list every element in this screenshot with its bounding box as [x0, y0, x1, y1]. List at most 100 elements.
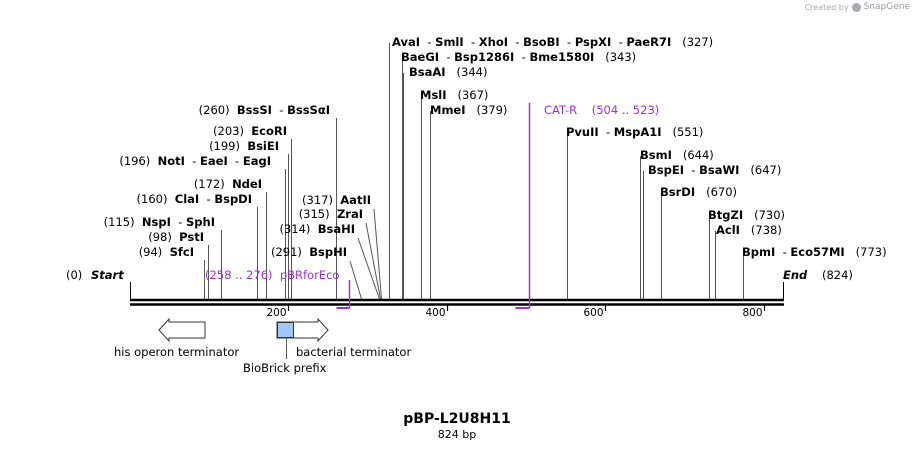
- enzyme-eaei: EaeI: [200, 154, 228, 168]
- site-label-ecori: (203) EcoRI: [213, 124, 287, 138]
- enzyme-sphi: SphI: [186, 215, 215, 229]
- site-label-sfci: (94) SfcI: [139, 245, 194, 259]
- start-label: Start: [91, 268, 124, 282]
- site-position: (379): [476, 103, 507, 117]
- plasmid-length: 824 bp: [438, 428, 476, 441]
- enzyme-psti: PstI: [179, 230, 204, 244]
- plasmid-name: pBP-L2U8H11: [403, 411, 511, 427]
- enzyme-eco57mi: Eco57MI: [790, 245, 844, 259]
- credit-brand: SnapGene: [863, 2, 910, 12]
- enzyme-bsrdi: BsrDI: [660, 185, 695, 199]
- enzyme-bsiei: BsiEI: [247, 139, 279, 153]
- features: his operon terminator bacterial terminato…: [114, 317, 411, 375]
- site-position: (670): [706, 185, 737, 199]
- site-lines: [204, 43, 744, 300]
- site-label-clai: (160) ClaI - BspDI: [137, 192, 252, 206]
- site-label-pvuii: PvuII - MspA1I (551): [566, 125, 703, 139]
- enzyme-eagi: EagI: [243, 154, 271, 168]
- site-label-bsphi: (291) BspHI: [271, 245, 347, 259]
- end-label: End: [783, 268, 808, 282]
- primers: CAT-R (504 .. 523) (258 .. 276) pBRforEco: [205, 103, 659, 309]
- site-position: (551): [672, 125, 703, 139]
- cut-line-zrai: [365, 222, 381, 300]
- site-position: (203): [213, 124, 244, 138]
- site-position: (343): [605, 50, 636, 64]
- site-label-bsmi: BsmI (644): [640, 148, 714, 162]
- feature-label-his-operon-terminator: his operon terminator: [114, 345, 239, 359]
- site-position: (317): [302, 193, 333, 207]
- enzyme-ecori: EcoRI: [251, 124, 287, 138]
- site-position: (730): [754, 208, 785, 222]
- site-position: (160): [137, 192, 168, 206]
- site-label-msli: MslI (367): [420, 88, 488, 102]
- end-labels: (0) Start End (824): [66, 268, 853, 282]
- enzyme-acli: AclI: [716, 223, 740, 237]
- dna-backbone: [130, 282, 784, 306]
- primer-label-cat-r: CAT-R (504 .. 523): [544, 103, 659, 117]
- feature-label-bacterial-terminator: bacterial terminator: [296, 345, 411, 359]
- cut-line-bsphi: [349, 260, 362, 300]
- enzyme-nspi: NspI: [142, 215, 171, 229]
- site-position: (647): [750, 163, 781, 177]
- start-pos: (0): [66, 268, 82, 282]
- end-pos: (824): [822, 268, 853, 282]
- enzyme-bsss-i: BssSαI: [287, 103, 330, 117]
- site-label-psti: (98) PstI: [148, 230, 204, 244]
- site-position: (199): [209, 139, 240, 153]
- enzyme-baegi: BaeGI: [401, 50, 439, 64]
- plasmid-title-block: pBP-L2U8H11 824 bp: [403, 411, 511, 441]
- site-label-nspi: (115) NspI - SphI: [104, 215, 215, 229]
- enzyme-pspxi: PspXI: [575, 35, 611, 49]
- site-position: (172): [194, 177, 225, 191]
- site-position: (315): [299, 207, 330, 221]
- enzyme-xhoi: XhoI: [479, 35, 508, 49]
- enzyme-mspa1i: MspA1I: [614, 125, 662, 139]
- ruler-ticks: 200 400 600 800: [266, 305, 766, 319]
- site-position: (196): [119, 154, 150, 168]
- site-label-aatii: (317) AatII: [302, 193, 371, 207]
- enzyme-zrai: ZraI: [337, 207, 363, 221]
- feature-box-biobrick-prefix: [277, 322, 294, 338]
- site-label-bspei: BspEI - BsaWI (647): [648, 163, 781, 177]
- enzyme-aatii: AatII: [340, 193, 371, 207]
- enzyme-paer7i: PaeR7I: [626, 35, 671, 49]
- enzyme-bsaai: BsaAI: [409, 65, 446, 79]
- enzyme-bsphi: BspHI: [309, 245, 347, 259]
- cut-line-bsahi: [357, 237, 380, 300]
- site-label-bsahi: (314) BsaHI: [279, 222, 355, 236]
- site-label-noti: (196) NotI - EaeI - EagI: [119, 154, 271, 168]
- site-label-zrai: (315) ZraI: [299, 207, 363, 221]
- feature-label-biobrick-prefix: BioBrick prefix: [243, 361, 327, 375]
- enzyme-bsp1286i: Bsp1286I: [454, 50, 514, 64]
- enzyme-msli: MslI: [420, 88, 447, 102]
- site-label-avai: AvaI - SmlI - XhoI - BsoBI - PspXI - Pae…: [392, 35, 713, 49]
- site-label-mmei: MmeI (379): [430, 103, 507, 117]
- site-label-bsaai: BsaAI (344): [409, 65, 487, 79]
- site-label-baegi: BaeGI - Bsp1286I - Bme1580I (343): [401, 50, 636, 64]
- cut-line-aatii: [373, 208, 382, 300]
- enzyme-btgzi: BtgZI: [708, 208, 743, 222]
- enzyme-pvuii: PvuII: [566, 125, 599, 139]
- site-label-bsiei: (199) BsiEI: [209, 139, 279, 153]
- enzyme-smli: SmlI: [435, 35, 464, 49]
- site-position: (644): [683, 148, 714, 162]
- tick-label-800: 800: [742, 307, 762, 319]
- enzyme-bme1580i: Bme1580I: [529, 50, 594, 64]
- site-position: (260): [199, 103, 230, 117]
- primer-label-pbrforeco: (258 .. 276) pBRforEco: [205, 268, 339, 282]
- site-labels: AvaI - SmlI - XhoI - BsoBI - PspXI - Pae…: [104, 35, 887, 259]
- enzyme-sfci: SfcI: [170, 245, 194, 259]
- enzyme-clai: ClaI: [175, 192, 199, 206]
- site-label-bsssi: (260) BssSI - BssSαI: [199, 103, 330, 117]
- enzyme-bsssi: BssSI: [237, 103, 272, 117]
- tick-label-200: 200: [266, 307, 286, 319]
- site-label-btgzi: BtgZI (730): [708, 208, 785, 222]
- site-position: (98): [148, 230, 172, 244]
- site-label-acli: AclI (738): [716, 223, 782, 237]
- site-label-bsrdi: BsrDI (670): [660, 185, 737, 199]
- site-label-ndei: (172) NdeI: [194, 177, 262, 191]
- enzyme-bpmi: BpmI: [742, 245, 775, 259]
- enzyme-bsmi: BsmI: [640, 148, 672, 162]
- enzyme-bsahi: BsaHI: [318, 222, 355, 236]
